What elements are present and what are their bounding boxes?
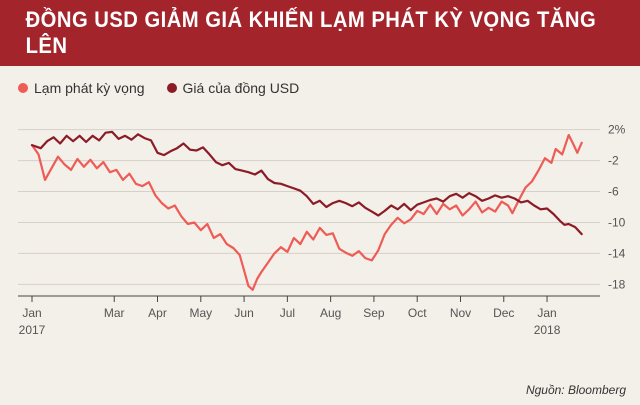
x-tick-label: Jul bbox=[280, 306, 295, 320]
x-tick-label: Jun bbox=[234, 306, 253, 320]
x-tick-label: Sep bbox=[363, 306, 385, 320]
y-tick-label: -10 bbox=[608, 215, 626, 229]
x-tick-label: Oct bbox=[408, 306, 427, 320]
source-note: Nguồn: Bloomberg bbox=[525, 383, 626, 397]
chart-title: ĐỒNG USD GIẢM GIÁ KHIẾN LẠM PHÁT KỲ VỌNG… bbox=[25, 7, 597, 58]
legend: Lạm phát kỳ vọng Giá của đồng USD bbox=[18, 80, 321, 96]
x-tick-label: Aug bbox=[320, 306, 341, 320]
x-tick-label: Mar bbox=[104, 306, 125, 320]
series-line-inflation bbox=[30, 133, 583, 291]
x-tick-label: Nov bbox=[450, 306, 471, 320]
legend-label-usd: Giá của đồng USD bbox=[182, 80, 300, 96]
y-tick-label: -6 bbox=[608, 185, 619, 199]
title-banner: ĐỒNG USD GIẢM GIÁ KHIẾN LẠM PHÁT KỲ VỌNG… bbox=[0, 0, 640, 66]
x-tick-year-label: 2017 bbox=[19, 323, 46, 337]
y-tick-label: 2% bbox=[608, 123, 626, 137]
legend-item-usd: Giá của đồng USD bbox=[166, 80, 300, 96]
legend-item-inflation: Lạm phát kỳ vọng bbox=[18, 80, 145, 96]
legend-marker-usd bbox=[166, 83, 177, 93]
x-tick-label: Dec bbox=[493, 306, 514, 320]
y-tick-label: -18 bbox=[608, 277, 626, 291]
series-line-usd bbox=[30, 130, 583, 236]
x-tick-label: Jan bbox=[537, 306, 556, 320]
x-tick-label: May bbox=[189, 306, 212, 320]
x-tick-year-label: 2018 bbox=[534, 323, 561, 337]
y-tick-label: -14 bbox=[608, 246, 626, 260]
legend-label-inflation: Lạm phát kỳ vọng bbox=[34, 80, 145, 96]
x-tick-label: Apr bbox=[148, 306, 167, 320]
legend-marker-inflation bbox=[18, 83, 28, 93]
x-tick-label: Jan bbox=[22, 306, 41, 320]
y-tick-label: -2 bbox=[608, 154, 619, 168]
